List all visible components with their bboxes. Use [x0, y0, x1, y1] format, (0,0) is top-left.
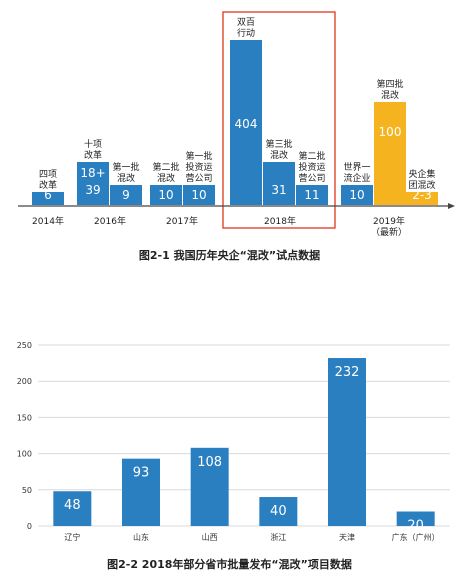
x-category-label-5: 广东（广州）: [392, 532, 440, 542]
bar-value-label-5: 20: [407, 519, 424, 534]
bar-1: [77, 162, 109, 205]
year-label-0: 2014年: [32, 215, 64, 227]
bar-value-label-1: 93: [133, 466, 150, 481]
x-category-label-0: 辽宁: [64, 532, 80, 542]
highlight-box-2018: [222, 11, 336, 229]
bar-1: [122, 458, 160, 526]
bar-value-label-0: 6: [44, 188, 52, 202]
bar-value-label-3: 40: [270, 504, 287, 519]
bar-value-label-1: 39: [85, 183, 100, 197]
year-label-4: 2019年（最新）: [371, 215, 407, 238]
y-tick-label-2: 100: [17, 450, 32, 459]
bar-4: [328, 358, 366, 526]
bar-category-label-6: 第三批混改: [265, 138, 292, 161]
y-tick-label-0: 0: [27, 522, 32, 531]
bar-value-label-10: 2-3: [412, 188, 432, 202]
y-tick-label-3: 150: [17, 413, 32, 422]
bar-0: [32, 192, 64, 205]
bar-category-label-10: 央企集团混改: [408, 168, 435, 191]
y-tick-label-1: 50: [22, 486, 32, 495]
bar-value-label-8: 10: [349, 188, 364, 202]
bar-7: [296, 185, 328, 205]
bar-value-label-2: 9: [122, 188, 130, 202]
bar-category-label-8: 世界一流企业: [343, 161, 370, 184]
bar-10: [406, 192, 438, 205]
chart-2-2-title: 图2-2 2018年部分省市批量发布“混改”项目数据: [107, 558, 352, 571]
year-label-2: 2017年: [166, 215, 198, 227]
chart-2-2: 0 50 100 150 200 250 48 辽宁 93 山东 108 山西 40 浙江 232 天津 20广…: [17, 341, 450, 542]
bar-3: [259, 497, 298, 526]
bar-3: [150, 185, 182, 205]
bar-2: [190, 447, 229, 526]
bar-category-label-5: 双百行动: [237, 17, 255, 39]
x-category-label-3: 浙江: [270, 532, 286, 542]
year-label-1: 2016年: [94, 215, 126, 227]
bar-8: [341, 185, 373, 205]
bar-category-label-0: 四项改革: [39, 169, 57, 191]
y-tick-label-4: 200: [17, 377, 32, 386]
bar-category-label-3: 第二批混改: [152, 161, 179, 184]
bar-value-label-3: 10: [158, 188, 173, 202]
x-category-label-4: 天津: [339, 532, 355, 542]
chart-2-1-title: 图2-1 我国历年央企“混改”试点数据: [138, 249, 321, 262]
bar-value-label-9: 100: [379, 125, 402, 139]
bar-extra-label-1: 18+: [80, 166, 105, 180]
bar-category-label-9: 第四批混改: [376, 78, 403, 101]
year-label-3: 2018年: [264, 215, 296, 227]
bar-value-label-2: 108: [197, 455, 222, 470]
bar-value-label-6: 31: [271, 183, 286, 197]
bar-value-label-4: 10: [191, 188, 206, 202]
bar-5: [230, 40, 262, 205]
bar-category-label-7: 第二批投资运营公司: [298, 150, 325, 184]
bar-category-label-1: 十项改革: [84, 138, 102, 161]
bar-4: [183, 185, 215, 205]
bar-9: [374, 102, 406, 205]
bar-value-label-4: 232: [335, 365, 360, 380]
y-tick-label-5: 250: [17, 341, 32, 350]
x-category-label-1: 山东: [133, 532, 149, 542]
bar-category-label-4: 第一批投资运营公司: [185, 150, 212, 184]
bar-5: [396, 511, 435, 526]
bar-category-label-2: 第一批混改: [112, 161, 139, 184]
bar-value-label-7: 11: [304, 188, 319, 202]
bar-2: [110, 185, 142, 205]
x-category-label-2: 山西: [202, 532, 218, 542]
bar-value-label-5: 404: [235, 117, 258, 131]
x-axis-arrow: [448, 203, 455, 209]
bar-0: [53, 491, 92, 526]
bar-value-label-0: 48: [64, 498, 81, 513]
bar-6: [263, 162, 295, 205]
